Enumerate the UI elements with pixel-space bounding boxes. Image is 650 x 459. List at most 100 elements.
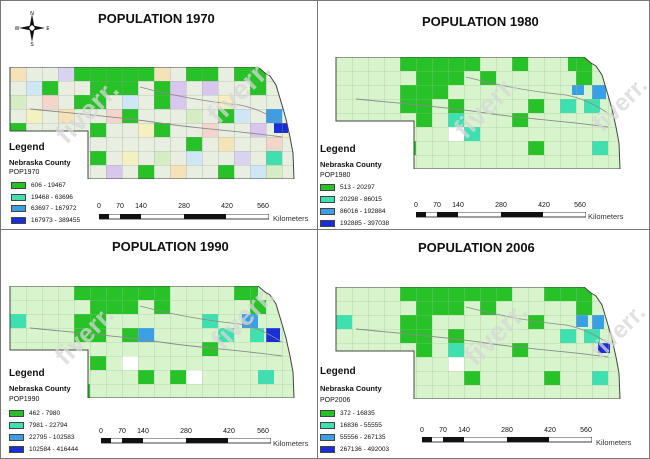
scale-tick: 420 bbox=[223, 428, 235, 435]
map-panel-2006: POPULATION 2006 bbox=[318, 230, 650, 459]
legend-title: Legend bbox=[9, 368, 45, 379]
scale-units: Kilometers bbox=[588, 212, 624, 221]
scale-bar bbox=[101, 438, 271, 444]
legend-item: 22795 - 102583 bbox=[9, 433, 75, 441]
scale-tick: 420 bbox=[544, 427, 556, 434]
legend-item: 7981 - 22794 bbox=[9, 421, 67, 429]
scale-units: Kilometers bbox=[273, 214, 309, 223]
legend-swatch bbox=[9, 409, 24, 417]
scale-units: Kilometers bbox=[273, 439, 309, 448]
legend-field: POP2006 bbox=[320, 397, 351, 404]
legend-field: POP1970 bbox=[9, 169, 40, 176]
scale-tick: 140 bbox=[458, 427, 470, 434]
panel-title: POPULATION 1970 bbox=[98, 11, 215, 26]
legend-subtitle: Nebraska County bbox=[9, 158, 71, 167]
scale-units: Kilometers bbox=[596, 438, 632, 447]
legend-field: POP1990 bbox=[9, 396, 40, 403]
map-panel-1980: POPULATION 1980 bbox=[318, 0, 650, 230]
panel-title: POPULATION 1980 bbox=[422, 14, 539, 29]
scale-tick: 140 bbox=[135, 203, 147, 210]
scale-tick: 560 bbox=[580, 427, 592, 434]
legend-subtitle: Nebraska County bbox=[320, 160, 382, 169]
compass-s: S bbox=[30, 42, 34, 46]
scale-tick: 70 bbox=[439, 427, 447, 434]
legend-swatch bbox=[11, 204, 26, 212]
legend-swatch bbox=[320, 207, 335, 215]
scale-tick: 0 bbox=[414, 202, 418, 209]
scale-tick: 560 bbox=[574, 202, 586, 209]
scale-tick: 280 bbox=[501, 427, 513, 434]
scale-bar bbox=[422, 437, 592, 443]
legend-title: Legend bbox=[320, 366, 356, 377]
panel-title: POPULATION 1990 bbox=[112, 239, 229, 254]
legend-title: Legend bbox=[320, 144, 356, 155]
legend-label: 19468 - 63696 bbox=[31, 193, 73, 201]
legend-swatch bbox=[9, 445, 24, 453]
legend-label: 63697 - 167972 bbox=[31, 204, 77, 212]
legend-item: 267136 - 492003 bbox=[320, 445, 389, 453]
legend-swatch bbox=[320, 445, 335, 453]
legend-swatch bbox=[9, 433, 24, 441]
scale-bar bbox=[416, 212, 586, 218]
legend-label: 16836 - 55555 bbox=[340, 421, 382, 429]
legend-label: 102584 - 416444 bbox=[29, 445, 79, 453]
nebraska-map-2006 bbox=[335, 287, 621, 399]
scale-tick: 70 bbox=[116, 203, 124, 210]
legend-label: 167973 - 389455 bbox=[31, 216, 81, 224]
scale-tick: 70 bbox=[433, 202, 441, 209]
compass-e: E bbox=[46, 26, 49, 32]
panel-title: POPULATION 2006 bbox=[418, 240, 535, 255]
scale-tick: 140 bbox=[452, 202, 464, 209]
legend-swatch bbox=[320, 409, 335, 417]
legend-subtitle: Nebraska County bbox=[320, 384, 382, 393]
legend-swatch bbox=[11, 193, 26, 201]
legend-title: Legend bbox=[9, 142, 45, 153]
legend-item: 462 - 7980 bbox=[9, 409, 60, 417]
scale-tick: 280 bbox=[178, 203, 190, 210]
scale-tick: 560 bbox=[257, 428, 269, 435]
scale-bar bbox=[99, 214, 269, 220]
legend-label: 462 - 7980 bbox=[29, 409, 61, 417]
north-arrow-compass-icon: N S W E bbox=[15, 11, 49, 46]
legend-swatch bbox=[320, 195, 335, 203]
compass-w: W bbox=[15, 26, 20, 32]
legend-swatch bbox=[11, 216, 26, 224]
scale-tick: 0 bbox=[99, 428, 103, 435]
legend-label: 22795 - 102583 bbox=[29, 433, 75, 441]
legend-label: 192885 - 397038 bbox=[340, 219, 390, 227]
scale-tick: 140 bbox=[137, 428, 149, 435]
legend-swatch bbox=[320, 433, 335, 441]
scale-tick: 280 bbox=[495, 202, 507, 209]
legend-item: 513 - 20297 bbox=[320, 183, 375, 191]
scale-tick: 420 bbox=[221, 203, 233, 210]
scale-tick: 0 bbox=[97, 203, 101, 210]
nebraska-map-1980 bbox=[335, 57, 621, 169]
legend-item: 55556 - 267135 bbox=[320, 433, 386, 441]
scale-tick: 70 bbox=[118, 428, 126, 435]
legend-item: 372 - 16835 bbox=[320, 409, 375, 417]
nebraska-map-1970 bbox=[9, 67, 295, 179]
legend-item: 16836 - 55555 bbox=[320, 421, 382, 429]
legend-item: 167973 - 389455 bbox=[11, 216, 80, 224]
legend-item: 102584 - 416444 bbox=[9, 445, 78, 453]
scale-tick: 560 bbox=[257, 203, 269, 210]
scale-tick: 280 bbox=[180, 428, 192, 435]
legend-swatch bbox=[320, 219, 335, 227]
legend-item: 19468 - 63696 bbox=[11, 193, 73, 201]
map-panel-1990: POPULATION 1990 bbox=[0, 230, 318, 459]
compass-n: N bbox=[30, 11, 34, 17]
legend-swatch bbox=[9, 421, 24, 429]
legend-label: 606 - 19467 bbox=[31, 181, 66, 189]
legend-swatch bbox=[320, 421, 335, 429]
legend-label: 20298 - 86015 bbox=[340, 195, 382, 203]
legend-item: 86016 - 192884 bbox=[320, 207, 386, 215]
legend-label: 86016 - 192884 bbox=[340, 207, 386, 215]
legend-swatch bbox=[320, 183, 335, 191]
legend-label: 513 - 20297 bbox=[340, 183, 375, 191]
map-panel-1970: POPULATION 1970 N S W E bbox=[0, 0, 318, 230]
legend-item: 192885 - 397038 bbox=[320, 219, 389, 227]
legend-item: 63697 - 167972 bbox=[11, 204, 77, 212]
legend-subtitle: Nebraska County bbox=[9, 384, 71, 393]
legend-label: 7981 - 22794 bbox=[29, 421, 68, 429]
legend-label: 55556 - 267135 bbox=[340, 433, 386, 441]
